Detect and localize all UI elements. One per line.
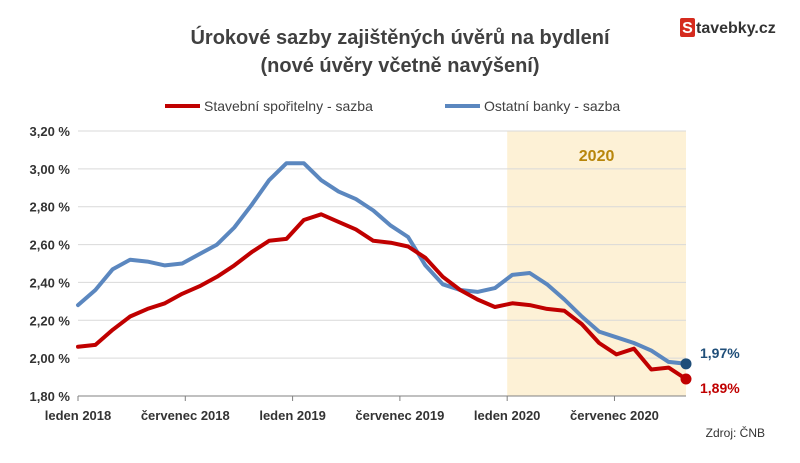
chart-title: Úrokové sazby zajištěných úvěrů na bydle…	[190, 25, 610, 49]
y-tick-label: 1,80 %	[30, 389, 71, 404]
x-tick-label: červenec 2020	[570, 408, 659, 423]
logo-letter: S	[682, 20, 693, 37]
logo-text: tavebky.cz	[696, 20, 776, 37]
y-tick-label: 2,60 %	[30, 238, 71, 253]
chart-subtitle: (nové úvěry včetně navýšení)	[260, 55, 539, 77]
end-label-stavebni: 1,89%	[700, 380, 740, 396]
legend-label-ostatni: Ostatní banky - sazba	[484, 98, 620, 114]
y-tick-label: 3,20 %	[30, 124, 71, 139]
y-tick-label: 3,00 %	[30, 162, 71, 177]
end-markers: 1,89% 1,97%	[680, 345, 740, 396]
series-line-ostatni	[76, 161, 688, 366]
legend: Stavební spořitelny - sazba Ostatní bank…	[165, 98, 620, 114]
axes: 1,80 % 2,00 % 2,20 % 2,40 % 2,60 % 2,80 % 3,00…	[30, 124, 686, 423]
logo-badge	[680, 18, 695, 37]
y-tick-label: 2,00 %	[30, 351, 71, 366]
highlight-label: 2020	[579, 148, 615, 165]
x-tick-label: červenec 2018	[141, 408, 230, 423]
series-lines	[76, 161, 688, 381]
y-tick-label: 2,40 %	[30, 275, 71, 290]
end-label-ostatni: 1,97%	[700, 345, 740, 361]
y-tick-label: 2,80 %	[30, 200, 71, 215]
end-point-ostatni	[680, 358, 692, 370]
logo: S tavebky.cz	[680, 18, 776, 37]
y-tick-label: 2,20 %	[30, 313, 71, 328]
end-point-stavebni	[680, 373, 692, 385]
x-tick-label: leden 2020	[474, 408, 541, 423]
source-note: Zdroj: ČNB	[706, 425, 765, 440]
x-tick-label: leden 2018	[45, 408, 112, 423]
legend-label-stavebni: Stavební spořitelny - sazba	[204, 98, 373, 114]
series-line-stavebni	[76, 212, 688, 381]
x-tick-label: červenec 2019	[355, 408, 444, 423]
x-tick-label: leden 2019	[259, 408, 326, 423]
